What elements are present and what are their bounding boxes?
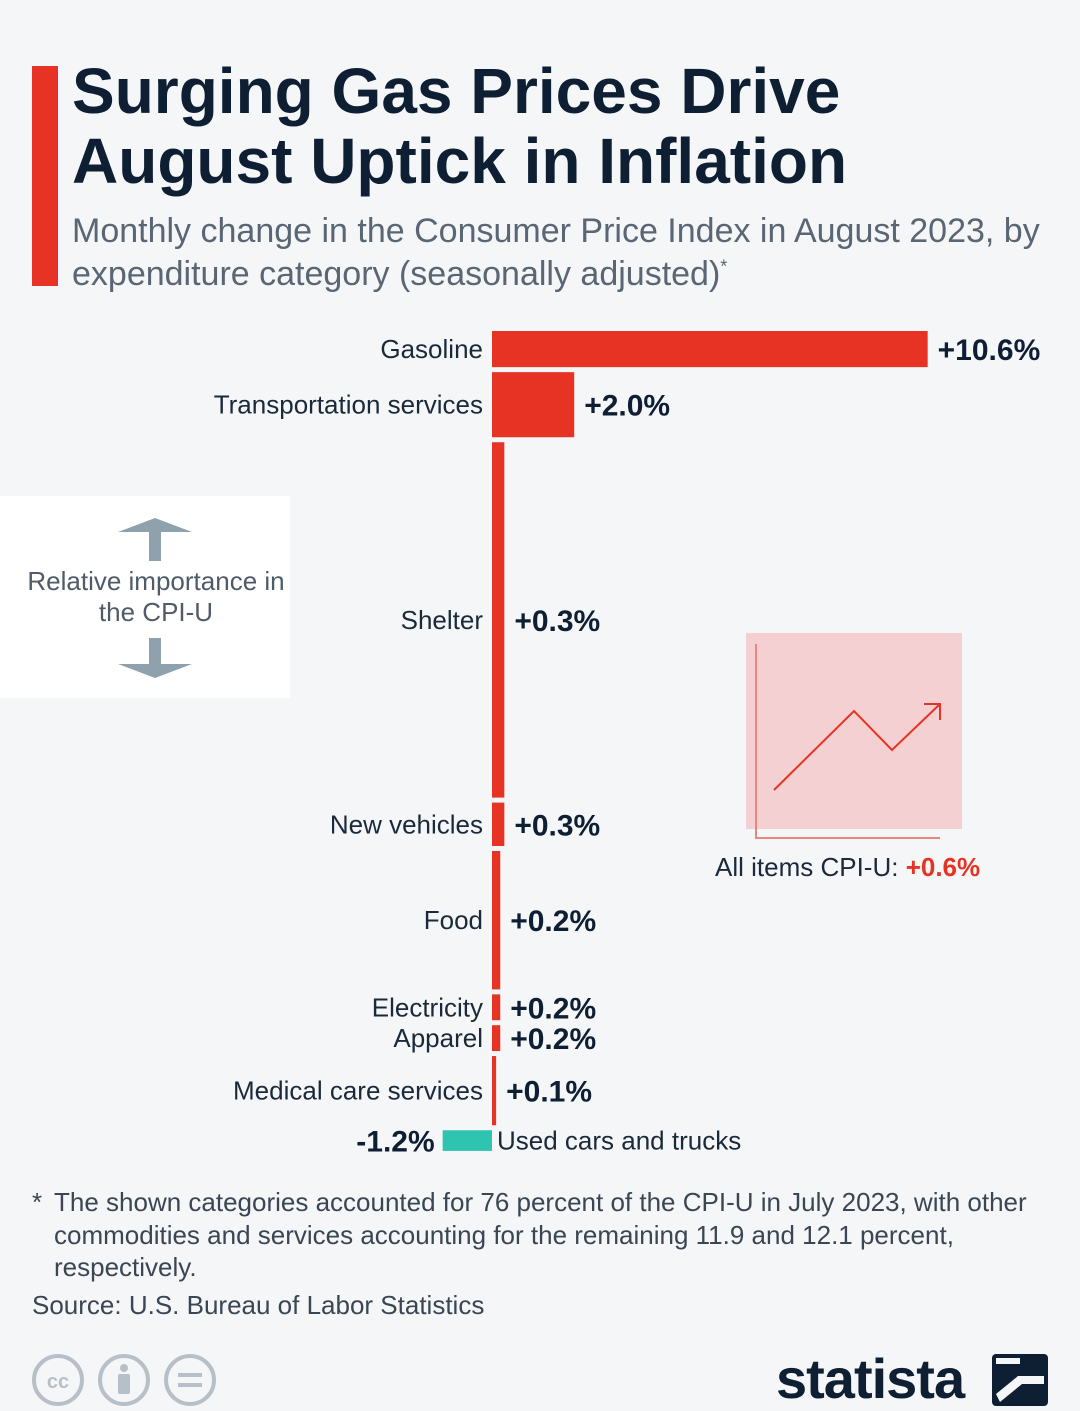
- license-icons[interactable]: cc: [32, 1354, 222, 1406]
- no-derivatives-icon[interactable]: [164, 1354, 216, 1406]
- attribution-icon[interactable]: [98, 1354, 150, 1406]
- category-label-used-cars-and-trucks: Used cars and trucks: [497, 1126, 741, 1156]
- bar-electricity: [492, 994, 501, 1021]
- value-label-transportation-services: +2.0%: [584, 390, 670, 423]
- bar-used-cars-and-trucks: [442, 1130, 492, 1151]
- bar-transportation-services: [492, 372, 575, 438]
- arrow-down-icon: [118, 638, 192, 678]
- statista-logo-icon[interactable]: [992, 1354, 1048, 1406]
- statista-wordmark[interactable]: statista: [776, 1347, 965, 1410]
- chart-subtitle: Monthly change in the Consumer Price Ind…: [72, 210, 1062, 296]
- value-label-shelter: +0.3%: [514, 605, 600, 638]
- category-label-food: Food: [424, 905, 483, 935]
- footnote-text: The shown categories accounted for 76 pe…: [54, 1187, 1027, 1282]
- all-items-value: +0.6%: [905, 852, 981, 882]
- bar-shelter: [492, 442, 505, 798]
- legend-label: Relative importance in the CPI-U: [27, 566, 285, 627]
- legend-arrows: [118, 518, 192, 678]
- category-labels-group: Gasoline Transportation services Shelter Ne…: [214, 334, 741, 1156]
- value-labels-group: +10.6%+2.0%+0.3%+0.3%+0.2%+0.2%+0.2%+0.1…: [356, 334, 1040, 1159]
- value-label-apparel: +0.2%: [510, 1023, 596, 1056]
- svg-text:cc: cc: [47, 1371, 69, 1393]
- bar-apparel: [492, 1025, 501, 1052]
- value-label-electricity: +0.2%: [510, 992, 596, 1025]
- bars-group: [442, 331, 928, 1151]
- value-label-used-cars-and-trucks: -1.2%: [356, 1126, 434, 1159]
- cpi-bar-chart: Gasoline Transportation services Shelter Ne…: [214, 331, 1040, 1159]
- arrow-up-icon: [118, 518, 192, 561]
- category-label-shelter: Shelter: [401, 605, 484, 635]
- all-items-cpi-label: All items CPI-U: +0.6%: [715, 852, 980, 883]
- category-label-gasoline: Gasoline: [380, 334, 483, 364]
- subtitle-text: Monthly change in the Consumer Price Ind…: [72, 212, 1040, 293]
- relative-importance-legend: Relative importance in the CPI-U: [0, 496, 290, 698]
- bar-gasoline: [492, 331, 928, 368]
- value-label-gasoline: +10.6%: [938, 334, 1041, 367]
- category-label-new-vehicles: New vehicles: [330, 809, 483, 839]
- category-label-transportation-services: Transportation services: [214, 390, 483, 420]
- all-items-text: All items CPI-U:: [715, 852, 906, 882]
- cc-icon[interactable]: cc: [32, 1354, 84, 1406]
- rising-line-chart-icon: [746, 633, 962, 839]
- category-label-medical-care-services: Medical care services: [233, 1076, 483, 1106]
- bar-food: [492, 850, 501, 990]
- category-label-electricity: Electricity: [372, 992, 483, 1022]
- value-label-medical-care-services: +0.1%: [506, 1076, 592, 1109]
- bar-new-vehicles: [492, 802, 505, 846]
- category-label-apparel: Apparel: [393, 1023, 483, 1053]
- source-note: Source: U.S. Bureau of Labor Statistics: [32, 1290, 485, 1320]
- footnote: * The shown categories accounted for 76 …: [32, 1186, 1032, 1284]
- value-label-new-vehicles: +0.3%: [514, 809, 600, 842]
- title-accent-bar: [32, 66, 58, 286]
- value-label-food: +0.2%: [510, 905, 596, 938]
- bar-medical-care-services: [492, 1056, 497, 1126]
- footnote-mark: *: [32, 1187, 43, 1217]
- chart-title: Surging Gas Prices Drive August Uptick i…: [72, 55, 848, 197]
- subtitle-footnote-mark: *: [720, 256, 728, 277]
